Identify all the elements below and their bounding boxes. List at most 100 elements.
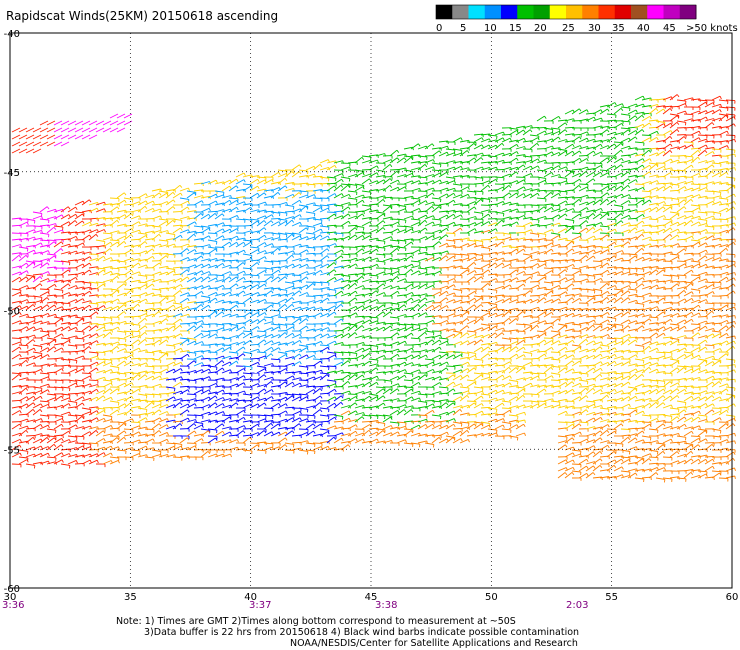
wind-barb-flag bbox=[320, 270, 323, 274]
wind-barb bbox=[690, 288, 700, 291]
wind-barb bbox=[543, 223, 553, 227]
wind-barb-flag bbox=[173, 199, 176, 203]
wind-barb bbox=[445, 299, 455, 304]
wind-barb-flag bbox=[270, 276, 274, 280]
wind-barb-flag bbox=[26, 285, 29, 289]
wind-barb-flag bbox=[193, 233, 197, 237]
wind-barb-flag bbox=[412, 215, 414, 220]
wind-barb bbox=[102, 270, 112, 276]
wind-barb bbox=[599, 169, 610, 172]
wind-barb bbox=[669, 159, 679, 164]
wind-barb bbox=[508, 277, 518, 283]
wind-barb bbox=[571, 270, 581, 276]
wind-barb bbox=[480, 229, 490, 234]
wind-barb bbox=[494, 137, 504, 143]
wind-barb bbox=[683, 235, 693, 241]
wind-barb bbox=[123, 269, 132, 276]
wind-barb bbox=[494, 152, 504, 157]
wind-barb bbox=[683, 97, 693, 101]
wind-barb bbox=[683, 155, 694, 158]
wind-barb bbox=[214, 190, 224, 193]
legend-swatch bbox=[614, 5, 632, 19]
wind-barb bbox=[438, 202, 448, 206]
wind-barb bbox=[529, 209, 539, 213]
wind-barb bbox=[711, 266, 721, 269]
wind-barb bbox=[578, 227, 587, 234]
wind-barb-flag bbox=[663, 186, 666, 190]
wind-barb bbox=[676, 99, 686, 102]
wind-barb bbox=[683, 220, 692, 227]
wind-barb bbox=[95, 255, 104, 262]
wind-barb bbox=[515, 193, 525, 199]
wind-barb-flag bbox=[320, 234, 323, 238]
wind-barb bbox=[88, 257, 98, 262]
wind-barb bbox=[487, 222, 497, 227]
wind-barb-flag bbox=[123, 311, 127, 315]
wind-barb bbox=[620, 120, 631, 123]
wind-barb bbox=[53, 279, 63, 283]
wind-barb-flag bbox=[600, 290, 603, 294]
wind-barb bbox=[389, 245, 400, 248]
wind-barb bbox=[270, 247, 279, 255]
wind-barb-flag bbox=[46, 262, 50, 266]
wind-barb bbox=[165, 232, 175, 235]
wind-barb bbox=[39, 239, 50, 242]
wind-barb bbox=[445, 221, 455, 227]
wind-barb bbox=[501, 201, 511, 206]
wind-barb bbox=[648, 152, 658, 157]
wind-barb bbox=[711, 195, 721, 199]
wind-barb-flag bbox=[215, 277, 218, 281]
wind-barb-flag bbox=[424, 303, 428, 307]
wind-barb bbox=[529, 126, 540, 129]
wind-barb bbox=[347, 312, 357, 318]
wind-barb bbox=[340, 274, 350, 277]
wind-barb-flag bbox=[96, 208, 99, 212]
wind-barb bbox=[375, 195, 385, 199]
wind-barb bbox=[585, 146, 595, 150]
wind-barb bbox=[221, 264, 231, 269]
wind-barb-flag bbox=[103, 305, 106, 309]
wind-barb bbox=[515, 164, 524, 171]
wind-barb bbox=[564, 150, 573, 157]
wind-barb-flag bbox=[474, 157, 477, 161]
wind-barb bbox=[263, 243, 273, 248]
wind-barb bbox=[522, 276, 531, 283]
wind-barb bbox=[389, 221, 399, 227]
wind-barb bbox=[690, 239, 700, 242]
wind-barb-flag bbox=[424, 164, 428, 168]
wind-barb bbox=[256, 179, 266, 185]
wind-barb bbox=[214, 279, 224, 283]
wind-barb bbox=[718, 99, 728, 102]
wind-barb-flag bbox=[320, 228, 323, 232]
wind-barb bbox=[88, 266, 98, 269]
wind-barb-flag bbox=[376, 172, 379, 176]
wind-barb bbox=[543, 138, 553, 143]
wind-barb-flag bbox=[193, 192, 197, 196]
wind-barb bbox=[494, 131, 504, 136]
wind-barb bbox=[305, 173, 315, 178]
wind-barb bbox=[396, 174, 406, 178]
wind-barb bbox=[725, 315, 735, 318]
wind-barb bbox=[144, 256, 153, 262]
wind-barb-flag bbox=[670, 185, 673, 189]
wind-barb bbox=[410, 265, 420, 269]
wind-barb bbox=[592, 125, 602, 129]
wind-barb bbox=[81, 209, 91, 213]
wind-barb bbox=[669, 115, 678, 122]
wind-barb-flag bbox=[286, 294, 288, 298]
wind-barb bbox=[123, 264, 133, 269]
wind-barb bbox=[172, 184, 181, 192]
wind-barb-flag bbox=[544, 263, 547, 267]
wind-barb-flag bbox=[515, 171, 519, 175]
wind-barb bbox=[690, 207, 700, 213]
wind-barb bbox=[60, 238, 70, 241]
wind-barb-flag bbox=[614, 318, 617, 322]
wind-barb bbox=[172, 234, 181, 241]
wind-barb-flag bbox=[404, 208, 407, 212]
wind-barb bbox=[298, 257, 308, 262]
wind-barb bbox=[102, 236, 112, 241]
wind-barb-flag bbox=[734, 154, 736, 158]
wind-barb-flag bbox=[389, 178, 393, 182]
wind-barb bbox=[410, 143, 419, 150]
wind-barb bbox=[452, 137, 462, 143]
